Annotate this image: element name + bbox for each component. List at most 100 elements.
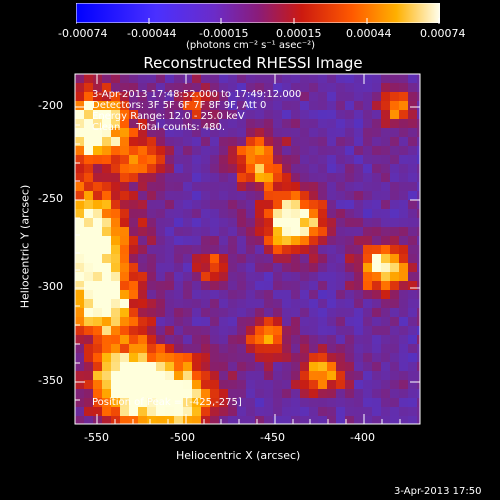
- heatmap-pixel: [282, 344, 291, 353]
- heatmap-pixel: [129, 110, 138, 119]
- heatmap-pixel: [237, 164, 246, 173]
- heatmap-pixel: [399, 128, 408, 137]
- heatmap-pixel: [336, 218, 345, 227]
- heatmap-pixel: [156, 209, 165, 218]
- heatmap-pixel: [192, 191, 201, 200]
- heatmap-pixel: [156, 272, 165, 281]
- heatmap-pixel: [165, 398, 174, 407]
- heatmap-pixel: [201, 200, 210, 209]
- heatmap-pixel: [210, 164, 219, 173]
- heatmap-pixel: [156, 263, 165, 272]
- heatmap-pixel: [336, 290, 345, 299]
- heatmap-pixel: [399, 398, 408, 407]
- heatmap-pixel: [210, 389, 219, 398]
- heatmap-pixel: [219, 326, 228, 335]
- heatmap-pixel: [192, 389, 201, 398]
- heatmap-pixel: [264, 155, 273, 164]
- heatmap-pixel: [165, 245, 174, 254]
- heatmap-pixel: [111, 155, 120, 164]
- heatmap-pixel: [174, 110, 183, 119]
- heatmap-pixel: [399, 281, 408, 290]
- heatmap-pixel: [201, 308, 210, 317]
- heatmap-pixel: [183, 128, 192, 137]
- heatmap-pixel: [75, 155, 84, 164]
- heatmap-pixel: [300, 128, 309, 137]
- heatmap-pixel: [273, 74, 282, 83]
- heatmap-pixel: [102, 416, 111, 425]
- heatmap-pixel: [390, 83, 399, 92]
- heatmap-pixel: [363, 92, 372, 101]
- heatmap-pixel: [246, 398, 255, 407]
- heatmap-pixel: [282, 200, 291, 209]
- heatmap-pixel: [93, 317, 102, 326]
- heatmap-pixel: [273, 254, 282, 263]
- heatmap-pixel: [102, 236, 111, 245]
- heatmap-pixel: [327, 227, 336, 236]
- heatmap-pixel: [318, 164, 327, 173]
- heatmap-pixel: [336, 281, 345, 290]
- heatmap-pixel: [192, 407, 201, 416]
- heatmap-pixel: [264, 227, 273, 236]
- heatmap-pixel: [318, 272, 327, 281]
- heatmap-pixel: [399, 92, 408, 101]
- heatmap-pixel: [300, 344, 309, 353]
- heatmap-pixel: [318, 227, 327, 236]
- heatmap-pixel: [93, 380, 102, 389]
- heatmap-pixel: [102, 191, 111, 200]
- heatmap-pixel: [291, 326, 300, 335]
- heatmap-pixel: [390, 146, 399, 155]
- heatmap-pixel: [147, 227, 156, 236]
- heatmap-pixel: [129, 281, 138, 290]
- heatmap-pixel: [246, 299, 255, 308]
- heatmap-pixel: [282, 101, 291, 110]
- heatmap-pixel: [408, 308, 417, 317]
- heatmap-pixel: [174, 416, 183, 425]
- heatmap-pixel: [354, 254, 363, 263]
- heatmap-pixel: [408, 146, 417, 155]
- heatmap-pixel: [228, 326, 237, 335]
- heatmap-pixel: [120, 227, 129, 236]
- heatmap-pixel: [210, 407, 219, 416]
- heatmap-pixel: [75, 290, 84, 299]
- heatmap-pixel: [372, 281, 381, 290]
- heatmap-pixel: [156, 326, 165, 335]
- heatmap-pixel: [237, 299, 246, 308]
- heatmap-pixel: [84, 416, 93, 425]
- heatmap-pixel: [327, 101, 336, 110]
- heatmap-pixel: [327, 146, 336, 155]
- heatmap-pixel: [318, 200, 327, 209]
- heatmap-pixel: [147, 164, 156, 173]
- heatmap-pixel: [336, 263, 345, 272]
- heatmap-pixel: [183, 101, 192, 110]
- heatmap-pixel: [255, 416, 264, 425]
- heatmap-pixel: [372, 236, 381, 245]
- heatmap-pixel: [336, 128, 345, 137]
- heatmap-pixel: [300, 335, 309, 344]
- heatmap-pixel: [228, 308, 237, 317]
- heatmap-pixel: [228, 362, 237, 371]
- heatmap-pixel: [111, 263, 120, 272]
- heatmap-pixel: [210, 218, 219, 227]
- heatmap-pixel: [237, 362, 246, 371]
- heatmap-pixel: [282, 389, 291, 398]
- heatmap-pixel: [147, 263, 156, 272]
- heatmap-pixel: [372, 317, 381, 326]
- heatmap-pixel: [408, 200, 417, 209]
- heatmap-pixel: [408, 263, 417, 272]
- heatmap-pixel: [327, 236, 336, 245]
- heatmap-pixel: [264, 371, 273, 380]
- heatmap-pixel: [219, 344, 228, 353]
- heatmap-pixel: [129, 398, 138, 407]
- heatmap-pixel: [183, 326, 192, 335]
- heatmap-pixel: [210, 155, 219, 164]
- heatmap-pixel: [129, 155, 138, 164]
- heatmap-pixel: [147, 389, 156, 398]
- heatmap-pixel: [363, 236, 372, 245]
- heatmap-pixel: [372, 308, 381, 317]
- heatmap-pixel: [84, 281, 93, 290]
- heatmap-pixel: [282, 110, 291, 119]
- heatmap-pixel: [309, 227, 318, 236]
- heatmap-pixel: [84, 200, 93, 209]
- heatmap-pixel: [219, 200, 228, 209]
- heatmap-pixel: [120, 236, 129, 245]
